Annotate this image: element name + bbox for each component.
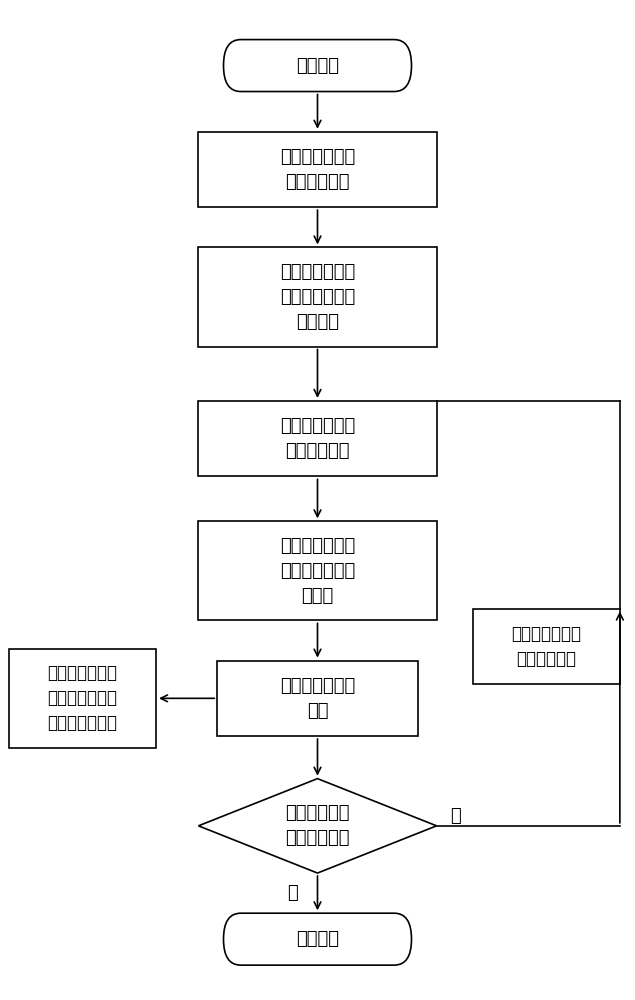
Text: 通过仿真器由上
位机监测下位机
及系统执行情况: 通过仿真器由上 位机监测下位机 及系统执行情况 xyxy=(48,664,117,732)
Bar xyxy=(198,132,437,207)
Polygon shape xyxy=(198,779,437,873)
Text: 上位机建立实时
控制系统模型: 上位机建立实时 控制系统模型 xyxy=(280,417,355,460)
Bar xyxy=(9,649,156,748)
FancyBboxPatch shape xyxy=(224,913,411,965)
FancyBboxPatch shape xyxy=(224,40,411,92)
Text: 自动代码生成下
载到嵌入式实时
控制器: 自动代码生成下 载到嵌入式实时 控制器 xyxy=(280,537,355,605)
Bar xyxy=(198,521,437,620)
Text: 否: 否 xyxy=(450,807,461,825)
Text: 是: 是 xyxy=(287,884,298,902)
Text: 小球是否稳定
执行指定运动: 小球是否稳定 执行指定运动 xyxy=(285,804,350,847)
Bar xyxy=(217,661,418,736)
Bar xyxy=(198,247,437,347)
Text: 实验结束: 实验结束 xyxy=(296,930,339,948)
Text: 实验开始: 实验开始 xyxy=(296,57,339,75)
Text: 连接机械部分磁
悬浮小球装置: 连接机械部分磁 悬浮小球装置 xyxy=(280,148,355,191)
Bar xyxy=(472,609,620,684)
Bar xyxy=(198,401,437,476)
Text: 连接电气部分搭
建磁悬浮小球控
制实验台: 连接电气部分搭 建磁悬浮小球控 制实验台 xyxy=(280,263,355,331)
Text: 上位机修改实时
控制系统模型: 上位机修改实时 控制系统模型 xyxy=(511,625,581,668)
Text: 运行程序，系统
工作: 运行程序，系统 工作 xyxy=(280,677,355,720)
